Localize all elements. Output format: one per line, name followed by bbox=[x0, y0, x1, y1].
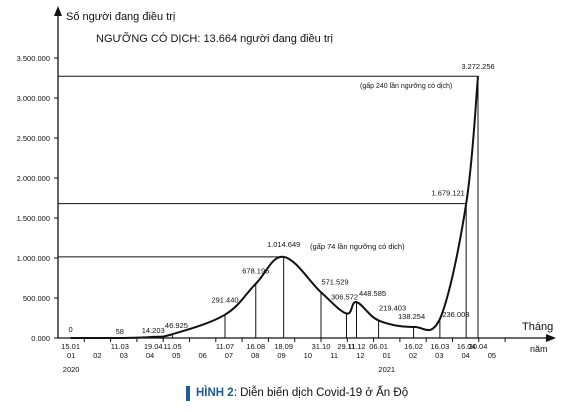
caption-bar bbox=[186, 385, 190, 401]
x-axis-title: Tháng bbox=[522, 321, 553, 333]
point-label: 678.195 bbox=[242, 267, 269, 276]
y-tick-label: 3.000.000 bbox=[17, 94, 50, 103]
point-label: 1.679.121 bbox=[431, 189, 464, 198]
point-label: 306.572 bbox=[331, 292, 358, 301]
date-label: 06.01 bbox=[369, 342, 388, 351]
date-label: 19.04 bbox=[144, 342, 163, 351]
point-label: 219.403 bbox=[379, 303, 406, 312]
month-label: 08 bbox=[251, 351, 259, 360]
y-tick-label: 500.000 bbox=[23, 294, 50, 303]
y-tick-label: 3.500.000 bbox=[17, 54, 50, 63]
point-label: 1.014.649 bbox=[267, 240, 300, 249]
reference-lines bbox=[58, 75, 479, 258]
date-label: 16.08 bbox=[246, 342, 265, 351]
point-label: 3.272.256 bbox=[461, 62, 494, 71]
point-label: 448.585 bbox=[359, 289, 386, 298]
year-label: 2021 bbox=[378, 365, 395, 374]
covid-india-chart: Số người đang điều trị NGƯỠNG CÓ DỊCH: 1… bbox=[17, 6, 556, 374]
x-axis-subtitle: năm bbox=[530, 344, 548, 354]
axes bbox=[54, 6, 556, 342]
date-label: 31.10 bbox=[312, 342, 331, 351]
y-ticks: 0.000 500.000 1.000.000 1.500.000 2.000.000 2… bbox=[17, 54, 58, 343]
annotations: (gấp 74 lần ngưỡng có dịch) (gấp 240 lần … bbox=[310, 81, 452, 251]
date-label: 18.09 bbox=[274, 342, 293, 351]
y-axis-arrow bbox=[54, 6, 62, 16]
annotation: (gấp 240 lần ngưỡng có dịch) bbox=[360, 81, 452, 90]
month-label: 05 bbox=[488, 351, 496, 360]
y-tick-label: 0.000 bbox=[31, 334, 50, 343]
point-label: 138.254 bbox=[398, 312, 425, 321]
month-label: 10 bbox=[304, 351, 312, 360]
month-label: 04 bbox=[461, 351, 469, 360]
y-axis-title: Số người đang điều trị bbox=[66, 11, 175, 23]
month-label: 03 bbox=[120, 351, 128, 360]
month-label: 01 bbox=[67, 351, 75, 360]
point-label: 46.925 bbox=[165, 321, 188, 330]
caption-text: : Diễn biến dịch Covid-19 ở Ấn Độ bbox=[233, 387, 409, 399]
date-label: 29.11 bbox=[337, 342, 355, 351]
x-ticks: 01 02 03 04 05 06 07 08 09 10 11 12 01 02 03 04 05 2020 20… bbox=[63, 338, 506, 374]
point-label: 58 bbox=[116, 327, 124, 336]
month-label: 05 bbox=[172, 351, 180, 360]
month-label: 11 bbox=[330, 351, 338, 360]
date-labels: 15.01 11.03 19.04 11.05 11.07 16.08 18.09 31.10… bbox=[61, 342, 487, 351]
y-tick-label: 2.500.000 bbox=[17, 134, 50, 143]
date-label: 11.03 bbox=[111, 342, 129, 351]
month-label: 02 bbox=[409, 351, 417, 360]
month-label: 03 bbox=[435, 351, 443, 360]
annotation: (gấp 74 lần ngưỡng có dịch) bbox=[310, 242, 405, 251]
date-label: 11.12 bbox=[347, 342, 365, 351]
series-line bbox=[70, 76, 480, 339]
threshold-label: NGƯỠNG CÓ DỊCH: 13.664 người đang điều t… bbox=[96, 32, 333, 45]
month-label: 01 bbox=[383, 351, 391, 360]
x-axis-arrow bbox=[546, 334, 556, 342]
date-label: 16.03 bbox=[430, 342, 449, 351]
date-label: 15.01 bbox=[61, 342, 80, 351]
date-label: 16.04 bbox=[457, 342, 476, 351]
year-label: 2020 bbox=[63, 365, 80, 374]
month-label: 02 bbox=[93, 351, 101, 360]
date-label: 11.05 bbox=[163, 342, 181, 351]
month-label: 06 bbox=[198, 351, 206, 360]
y-tick-label: 2.000.000 bbox=[17, 174, 50, 183]
y-tick-label: 1.500.000 bbox=[17, 214, 50, 223]
date-label: 30.04 bbox=[469, 342, 488, 351]
point-label: 14.203 bbox=[142, 326, 165, 335]
month-label: 09 bbox=[277, 351, 285, 360]
point-label: 571.529 bbox=[321, 277, 348, 286]
y-tick-label: 1.000.000 bbox=[17, 254, 50, 263]
date-label: 11.07 bbox=[216, 342, 234, 351]
caption-label: HÌNH 2 bbox=[196, 387, 234, 399]
figure-caption: HÌNH 2: Diễn biến dịch Covid-19 ở Ấn Độ bbox=[186, 384, 408, 402]
point-label: 236.008 bbox=[442, 310, 469, 319]
month-label: 04 bbox=[146, 351, 154, 360]
month-label: 12 bbox=[356, 351, 364, 360]
date-label: 16.02 bbox=[404, 342, 423, 351]
point-label: 0 bbox=[69, 325, 73, 334]
month-label: 07 bbox=[225, 351, 233, 360]
drop-lines bbox=[171, 76, 479, 338]
point-label: 291.440 bbox=[211, 296, 238, 305]
